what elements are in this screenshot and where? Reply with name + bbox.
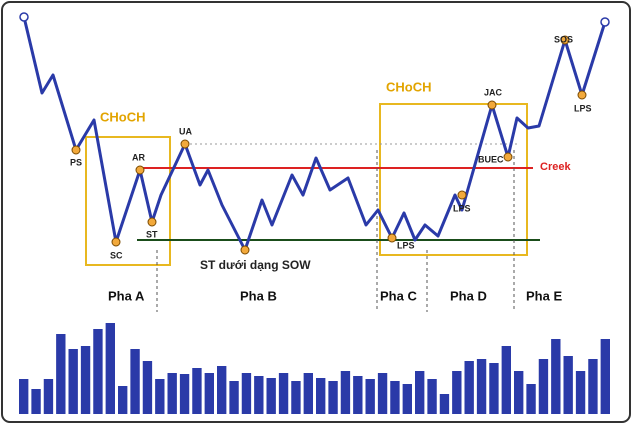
phase-label: Pha A — [108, 288, 145, 303]
volume-bar — [229, 381, 239, 414]
label: ST — [146, 229, 158, 239]
volume-bar — [19, 379, 29, 414]
volume-bar — [415, 371, 425, 414]
label: SC — [110, 250, 123, 260]
label: AR — [132, 152, 145, 162]
label: CHoCH — [100, 109, 146, 124]
volume-bar — [142, 361, 153, 414]
volume-bar — [278, 373, 289, 414]
label: BUEC — [478, 154, 504, 164]
volume-bar — [452, 371, 462, 414]
endpoint — [600, 17, 610, 27]
volume-bars — [19, 323, 610, 414]
volume-bar — [427, 379, 437, 414]
volume-bar — [600, 339, 610, 414]
endpoint — [19, 12, 29, 22]
volume-bar — [167, 373, 177, 414]
phase-label: Pha D — [450, 288, 487, 303]
label: Creek — [540, 161, 571, 173]
volume-bar — [551, 339, 561, 414]
label: LPS — [397, 240, 415, 250]
phase-label: Pha B — [240, 288, 277, 303]
label: LPS — [453, 203, 471, 213]
volume-bar — [43, 379, 54, 414]
volume-bar — [464, 361, 474, 414]
volume-bar — [192, 368, 202, 414]
volume-bar — [439, 394, 450, 414]
label: JAC — [484, 87, 503, 97]
label: CHoCH — [386, 79, 432, 94]
volume-bar — [118, 386, 128, 414]
volume-bar — [303, 373, 313, 414]
volume-bar — [390, 381, 400, 414]
volume-bar — [31, 389, 41, 414]
volume-bar — [204, 373, 214, 414]
label: PS — [70, 157, 82, 167]
volume-bar — [402, 384, 412, 414]
volume-bar — [340, 371, 351, 414]
volume-bar — [316, 378, 326, 414]
volume-bar — [93, 329, 103, 414]
label: UA — [179, 126, 192, 136]
choch-box — [379, 103, 528, 256]
label: LPS — [574, 103, 592, 113]
volume-bar — [501, 346, 511, 414]
volume-bar — [365, 379, 375, 414]
volume-bar — [266, 378, 276, 414]
volume-bar — [588, 359, 598, 414]
volume-bar — [68, 349, 78, 414]
volume-bar — [526, 384, 536, 414]
volume-bar — [476, 359, 487, 414]
volume-bar — [291, 381, 301, 414]
phase-dividers — [156, 150, 515, 312]
volume-bar — [217, 366, 227, 414]
volume-bar — [489, 363, 499, 414]
volume-bar — [575, 371, 586, 414]
volume-bar — [130, 349, 140, 414]
price-path — [22, 16, 607, 252]
label: ST dưới dạng SOW — [200, 258, 311, 272]
volume-bar — [377, 373, 388, 414]
volume-bar — [353, 376, 363, 414]
label: SOS — [554, 34, 573, 44]
volume-bar — [179, 374, 190, 414]
volume-bar — [563, 356, 573, 414]
volume-bar — [254, 376, 264, 414]
volume-bar — [241, 373, 252, 414]
volume-bar — [538, 359, 549, 414]
choch-box — [85, 136, 171, 266]
phase-label: Pha C — [380, 288, 417, 303]
phase-label: Pha E — [526, 288, 562, 303]
volume-bar — [80, 346, 91, 414]
volume-bar — [155, 379, 165, 414]
volume-bar — [328, 381, 338, 414]
event-markers — [71, 35, 587, 255]
volume-bar — [105, 323, 115, 414]
volume-bar — [514, 371, 524, 414]
volume-bar — [56, 334, 66, 414]
